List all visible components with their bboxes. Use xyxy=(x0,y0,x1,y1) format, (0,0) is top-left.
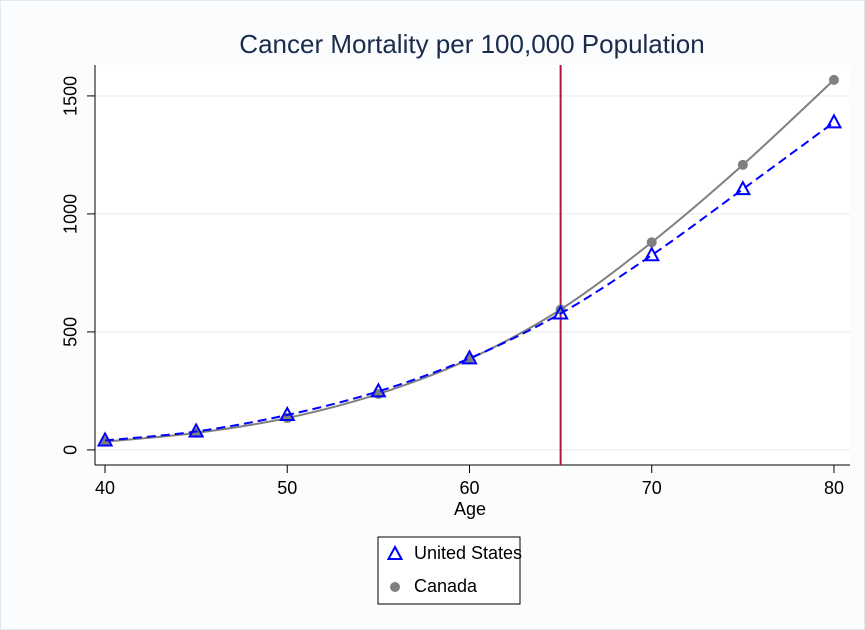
plot-region xyxy=(95,65,850,465)
chart-title: Cancer Mortality per 100,000 Population xyxy=(239,29,704,59)
x-tick-label: 50 xyxy=(277,478,297,498)
legend-label: Canada xyxy=(414,576,478,596)
legend-label: United States xyxy=(414,543,522,563)
x-axis-label: Age xyxy=(454,499,486,519)
marker-triangle xyxy=(461,349,478,365)
x-tick-label: 70 xyxy=(642,478,662,498)
x-tick-label: 80 xyxy=(824,478,844,498)
marker-triangle xyxy=(643,246,660,262)
marker-triangle xyxy=(279,405,296,421)
marker-circle xyxy=(737,159,748,170)
marker-triangle xyxy=(552,304,569,320)
y-tick-label: 1000 xyxy=(61,194,81,234)
marker-triangle xyxy=(825,113,843,129)
series-line xyxy=(104,121,835,442)
marker-triangle xyxy=(386,544,404,560)
marker-triangle xyxy=(734,180,752,196)
x-tick-label: 40 xyxy=(95,478,115,498)
series-line xyxy=(104,79,835,443)
y-tick-label: 500 xyxy=(61,317,81,347)
marker-triangle xyxy=(187,422,205,438)
marker-triangle xyxy=(96,431,114,447)
legend-box xyxy=(377,536,521,605)
y-tick-label: 0 xyxy=(61,445,81,455)
legend: United States Canada xyxy=(377,536,522,605)
x-tick-label: 60 xyxy=(459,478,479,498)
y-tick-label: 1500 xyxy=(61,76,81,116)
marker-circle xyxy=(646,237,657,248)
marker-circle xyxy=(390,582,400,592)
marker-circle xyxy=(828,74,839,85)
marker-triangle xyxy=(370,382,387,398)
